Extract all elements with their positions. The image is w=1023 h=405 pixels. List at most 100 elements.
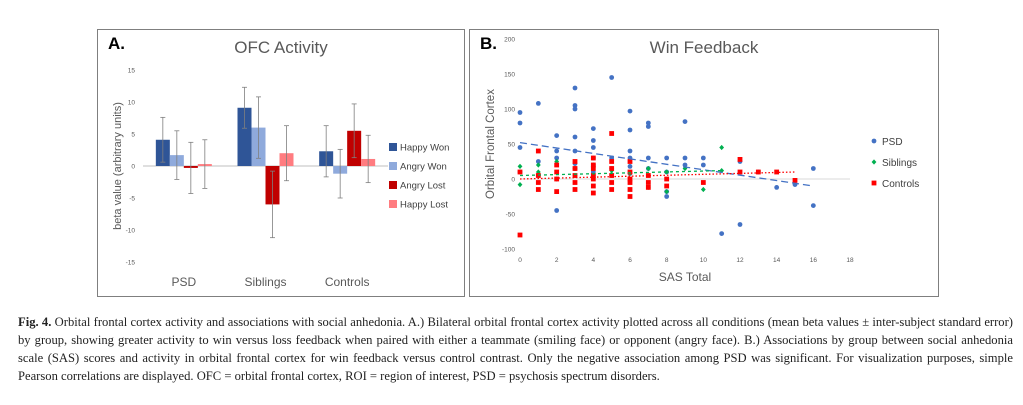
scatter-point [554, 169, 560, 175]
scatter-point [609, 187, 615, 192]
legend-label: Angry Lost [400, 181, 446, 192]
scatter-point [517, 169, 523, 175]
ofc-activity-chart: -15 -10 -5 0 5 10 15 PSD Siblings Controls beta va… [112, 68, 449, 290]
scatter-point [517, 145, 523, 150]
scatter-point [554, 189, 560, 194]
scatter-point [664, 194, 670, 199]
scatter-point [871, 180, 877, 186]
x-tick-label: 8 [665, 257, 669, 264]
scatter-point [590, 190, 596, 196]
scatter-point [572, 173, 578, 178]
legend-swatch [389, 181, 397, 189]
legend-label: Happy Won [400, 143, 449, 154]
y-tick-label: -50 [506, 212, 516, 219]
panel-b: B. Win Feedback -100 -50 0 50 100 150 200 0 2 4 6 8… [469, 29, 939, 297]
scatter-point [627, 164, 633, 169]
y-axis-label: Orbital Frontal Cortex [485, 89, 497, 199]
scatter-point [609, 173, 615, 178]
y-tick-label: 5 [131, 132, 135, 139]
scatter-point [590, 183, 596, 189]
scatter-point [645, 155, 651, 161]
scatter-point [664, 183, 670, 189]
trend-line [519, 169, 722, 177]
scatter-point [590, 126, 596, 131]
scatter-point [627, 108, 633, 114]
scatter-point [554, 208, 560, 213]
scatter-point [719, 231, 725, 237]
scatter-point [682, 155, 688, 161]
trend-line [519, 171, 796, 180]
scatter-point [682, 119, 688, 124]
scatter-point [645, 165, 651, 172]
scatter-point [554, 133, 560, 138]
win-feedback-chart: -100 -50 0 50 100 150 200 0 2 4 6 8 10 12 14 16 18 SAS To… [485, 37, 919, 285]
legend-label: Controls [882, 179, 919, 190]
x-axis-label: SAS Total [659, 270, 711, 284]
y-tick-label: 150 [504, 72, 515, 79]
scatter-point [871, 159, 877, 165]
scatter-point [627, 169, 633, 175]
panel-a: A. OFC Activity -15 -10 -5 0 5 10 15 PSD Sibling… [97, 29, 465, 297]
scatter-point [627, 176, 633, 182]
scatter-point [535, 148, 541, 154]
scatter-point [535, 159, 541, 164]
x-tick-label: 16 [810, 257, 818, 264]
scatter-point [737, 157, 743, 162]
panel-b-label: B. [480, 34, 497, 53]
bar [237, 107, 252, 166]
scatter-point [627, 159, 633, 164]
scatter-point [572, 85, 578, 91]
scatter-point [719, 168, 725, 174]
scatter-point [627, 127, 633, 133]
x-tick-label: 12 [736, 257, 744, 264]
panel-b-title: Win Feedback [649, 38, 759, 57]
y-tick-label: 15 [128, 68, 136, 75]
scatter-point [572, 134, 578, 140]
scatter-point [664, 176, 670, 182]
scatter-point [554, 176, 560, 182]
scatter-point [517, 232, 523, 238]
figure-caption: Fig. 4. Orbital frontal cortex activity … [18, 313, 1013, 385]
x-tick-label: 6 [628, 257, 632, 264]
scatter-point [572, 103, 578, 108]
scatter-point [810, 203, 816, 209]
y-tick-label: 200 [504, 37, 515, 44]
scatter-point [645, 124, 651, 129]
scatter-point [554, 162, 560, 168]
scatter-point [682, 165, 688, 172]
scatter-point [737, 169, 743, 175]
scatter-point [755, 169, 761, 175]
scatter-point [774, 185, 780, 190]
scatter-point [590, 166, 596, 171]
scatter-point [664, 155, 670, 161]
scatter-point [645, 120, 651, 126]
scatter-point [572, 159, 578, 164]
scatter-point [517, 120, 523, 126]
scatter-point [700, 180, 706, 185]
scatter-point [590, 145, 596, 150]
scatter-point [590, 138, 596, 143]
y-tick-label: -100 [502, 247, 515, 254]
scatter-point [645, 185, 651, 190]
caption-text: Orbital frontal cortex activity and asso… [18, 315, 1013, 383]
scatter-point [590, 173, 596, 178]
scatter-point [535, 101, 541, 106]
scatter-point [554, 148, 560, 154]
scatter-point [609, 166, 615, 171]
scatter-point [572, 187, 578, 192]
scatter-point [554, 155, 560, 161]
scatter-point [535, 162, 541, 168]
panel-a-title: OFC Activity [234, 38, 328, 57]
y-tick-label: 0 [511, 177, 515, 184]
scatter-point [810, 166, 816, 171]
legend-label: Siblings [882, 158, 917, 169]
scatter-point [700, 162, 706, 168]
scatter-point [627, 187, 633, 192]
scatter-point [572, 180, 578, 185]
x-tick-label: 10 [700, 257, 708, 264]
y-tick-label: -15 [126, 260, 136, 267]
scatter-point [664, 189, 670, 195]
scatter-point [572, 166, 578, 171]
legend-swatch [389, 162, 397, 170]
scatter-point [737, 222, 743, 227]
